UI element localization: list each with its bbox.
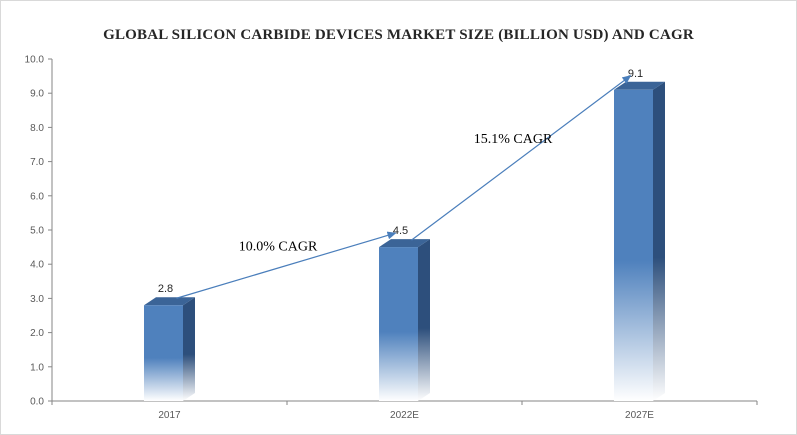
y-tick-label: 0.0 (30, 397, 44, 408)
bar-front (614, 89, 653, 401)
y-tick-label: 2.0 (30, 328, 44, 339)
cagr-label: 10.0% CAGR (239, 240, 318, 255)
y-tick-label: 6.0 (30, 191, 44, 202)
bar-2017 (144, 297, 195, 401)
bar-front (379, 247, 418, 401)
bar-top (379, 239, 430, 248)
x-tick-label-2017: 2017 (158, 410, 181, 421)
data-label-2017: 2.8 (158, 283, 173, 295)
bar-front (144, 305, 183, 401)
bar-side (653, 81, 665, 401)
y-tick-label: 10.0 (25, 55, 45, 66)
cagr-arrow (411, 75, 632, 241)
y-tick-label: 5.0 (30, 226, 44, 237)
bar-top (144, 297, 195, 306)
y-tick-label: 9.0 (30, 89, 44, 100)
data-label-2027E: 9.1 (628, 68, 643, 80)
cagr-label: 15.1% CAGR (474, 132, 553, 147)
x-tick-label-2027E: 2027E (625, 410, 654, 421)
bar-side (418, 239, 430, 401)
bar-2022E (379, 239, 430, 401)
y-tick-label: 3.0 (30, 294, 44, 305)
y-tick-label: 7.0 (30, 157, 44, 168)
chart-title: GLOBAL SILICON CARBIDE DEVICES MARKET SI… (103, 27, 694, 43)
cagr-arrow (176, 231, 397, 299)
y-tick-label: 4.0 (30, 260, 44, 271)
y-tick-label: 1.0 (30, 362, 44, 373)
bar-side (183, 297, 195, 401)
y-tick-label: 8.0 (30, 123, 44, 134)
bar-2027E (614, 81, 665, 401)
data-label-2022E: 4.5 (393, 225, 408, 237)
x-tick-label-2022E: 2022E (390, 410, 419, 421)
